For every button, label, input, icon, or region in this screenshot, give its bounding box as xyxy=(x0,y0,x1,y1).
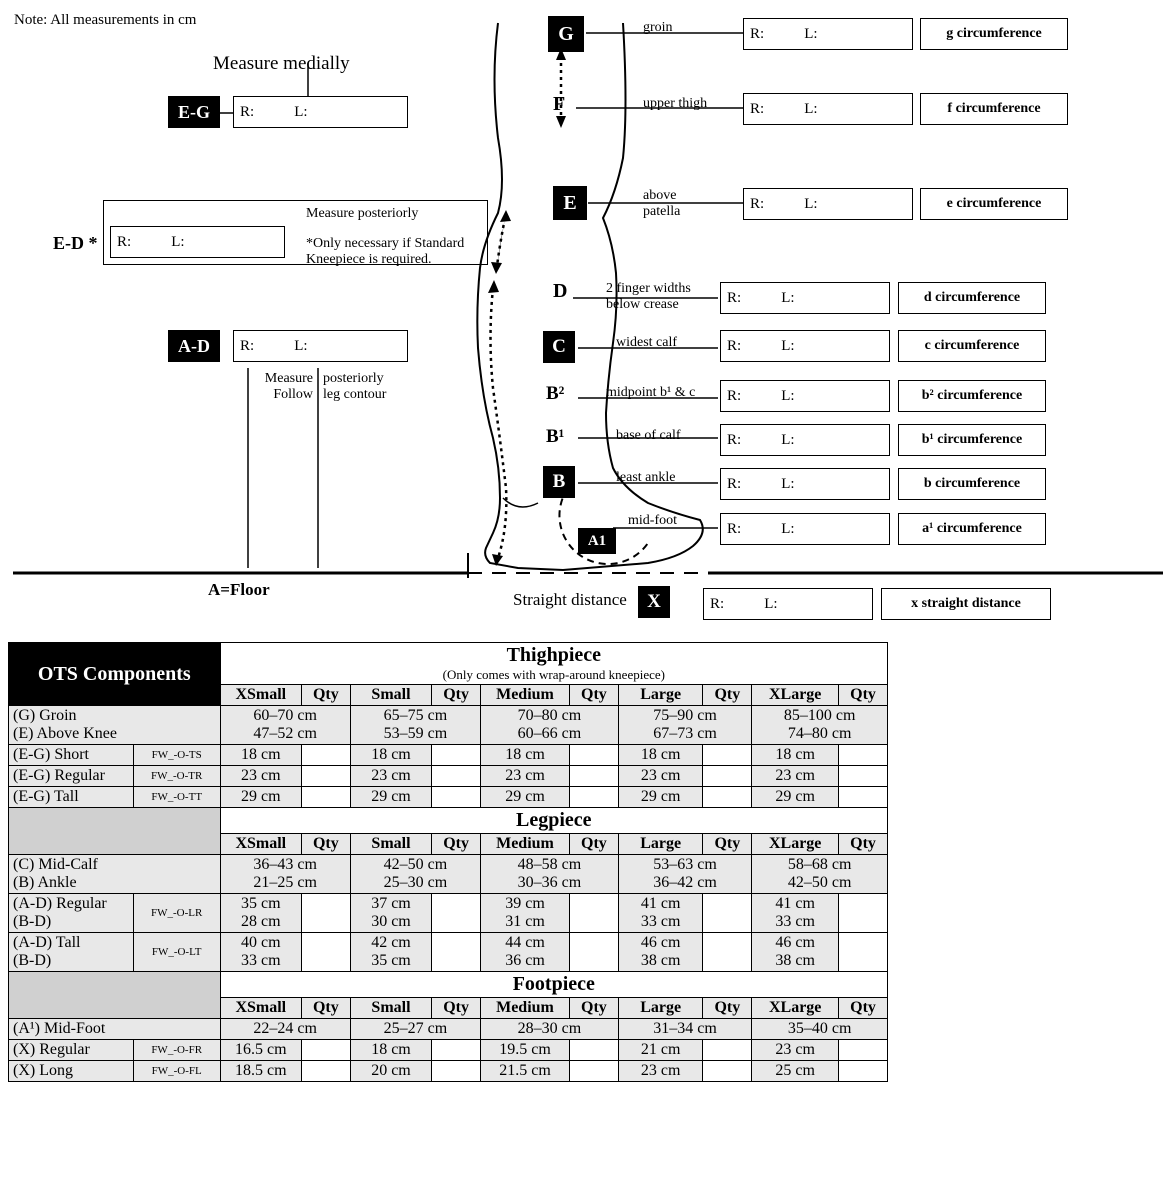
circ-b2: b² circumference xyxy=(898,380,1046,412)
length-ED-marker: E-D * xyxy=(53,233,98,254)
point-F: F xyxy=(553,93,565,116)
circ-b: b circumference xyxy=(898,468,1046,500)
rl-g[interactable]: R:L: xyxy=(743,18,913,50)
measure-medially-label: Measure medially xyxy=(213,53,350,75)
circ-g: g circumference xyxy=(920,18,1068,50)
ots-header: OTS Components xyxy=(9,643,221,706)
length-AD-marker: A-D xyxy=(168,330,220,362)
leg-row-tall: (A-D) Tall(B-D) FW_-O-LT 40 cm33 cm 42 c… xyxy=(9,933,888,972)
rl-a1[interactable]: R:L: xyxy=(720,513,890,545)
circ-e: e circumference xyxy=(920,188,1068,220)
ed-box-frame xyxy=(103,200,488,265)
pos-b2: midpoint b¹ & c xyxy=(606,385,695,401)
leg-measurement-diagram: Note: All measurements in cm Measure med… xyxy=(8,8,1155,638)
pos-a1: mid-foot xyxy=(628,513,677,529)
circ-d: d circumference xyxy=(898,282,1046,314)
point-B1: B¹ xyxy=(546,426,564,448)
point-G: G xyxy=(548,16,584,52)
thigh-ranges: (G) Groin(E) Above Knee 60–70 cm47–52 cm… xyxy=(9,706,888,745)
rl-b[interactable]: R:L: xyxy=(720,468,890,500)
point-A1: A1 xyxy=(578,528,616,554)
legpiece-title: Legpiece xyxy=(220,808,887,834)
thigh-row-short: (E-G) ShortFW_-O-TS 18 cm 18 cm 18 cm 18… xyxy=(9,745,888,766)
rl-c[interactable]: R:L: xyxy=(720,330,890,362)
pos-upper-thigh: upper thigh xyxy=(643,96,707,112)
follow-contour-2: posteriorlyleg contour xyxy=(323,371,386,403)
point-D: D xyxy=(553,280,567,303)
length-EG-input[interactable]: R:L: xyxy=(233,96,408,128)
thighpiece-title: Thighpiece (Only comes with wrap-around … xyxy=(220,643,887,685)
rl-x[interactable]: R:L: xyxy=(703,588,873,620)
rl-b1[interactable]: R:L: xyxy=(720,424,890,456)
foot-blank xyxy=(9,972,221,1019)
pos-c: widest calf xyxy=(616,335,677,351)
follow-contour-1: MeasureFollow xyxy=(253,371,313,403)
pos-b1: base of calf xyxy=(616,428,681,444)
rl-e[interactable]: R:L: xyxy=(743,188,913,220)
straight-distance-label: Straight distance xyxy=(513,590,627,610)
rl-d[interactable]: R:L: xyxy=(720,282,890,314)
pos-groin: groin xyxy=(643,20,673,36)
a-floor-label: A=Floor xyxy=(208,580,270,600)
circ-f: f circumference xyxy=(920,93,1068,125)
point-X: X xyxy=(638,586,670,618)
units-note: Note: All measurements in cm xyxy=(14,12,196,29)
pos-b: least ankle xyxy=(616,470,675,486)
pos-above-patella: above patella xyxy=(643,188,713,220)
leg-ranges: (C) Mid-Calf(B) Ankle 36–43 cm21–25 cm 4… xyxy=(9,855,888,894)
rl-f[interactable]: R:L: xyxy=(743,93,913,125)
point-E: E xyxy=(553,186,587,220)
foot-row-regular: (X) RegularFW_-O-FR 16.5 cm 18 cm 19.5 c… xyxy=(9,1040,888,1061)
ots-components-table: OTS Components Thighpiece (Only comes wi… xyxy=(8,642,888,1082)
pos-d: 2 finger widths below crease xyxy=(606,281,716,313)
length-AD-input[interactable]: R:L: xyxy=(233,330,408,362)
circ-c: c circumference xyxy=(898,330,1046,362)
circ-b1: b¹ circumference xyxy=(898,424,1046,456)
foot-row-long: (X) LongFW_-O-FL 18.5 cm 20 cm 21.5 cm 2… xyxy=(9,1061,888,1082)
point-B: B xyxy=(543,466,575,498)
length-EG-marker: E-G xyxy=(168,96,220,128)
circ-a1: a¹ circumference xyxy=(898,513,1046,545)
point-B2: B² xyxy=(546,383,564,405)
leg-blank xyxy=(9,808,221,855)
thigh-row-regular: (E-G) RegularFW_-O-TR 23 cm 23 cm 23 cm … xyxy=(9,766,888,787)
thigh-row-tall: (E-G) TallFW_-O-TT 29 cm 29 cm 29 cm 29 … xyxy=(9,787,888,808)
rl-b2[interactable]: R:L: xyxy=(720,380,890,412)
point-C: C xyxy=(543,331,575,363)
foot-ranges: (A¹) Mid-Foot 22–24 cm 25–27 cm 28–30 cm… xyxy=(9,1019,888,1040)
circ-x: x straight distance xyxy=(881,588,1051,620)
footpiece-title: Footpiece xyxy=(220,972,887,998)
leg-row-regular: (A-D) Regular(B-D) FW_-O-LR 35 cm28 cm 3… xyxy=(9,894,888,933)
